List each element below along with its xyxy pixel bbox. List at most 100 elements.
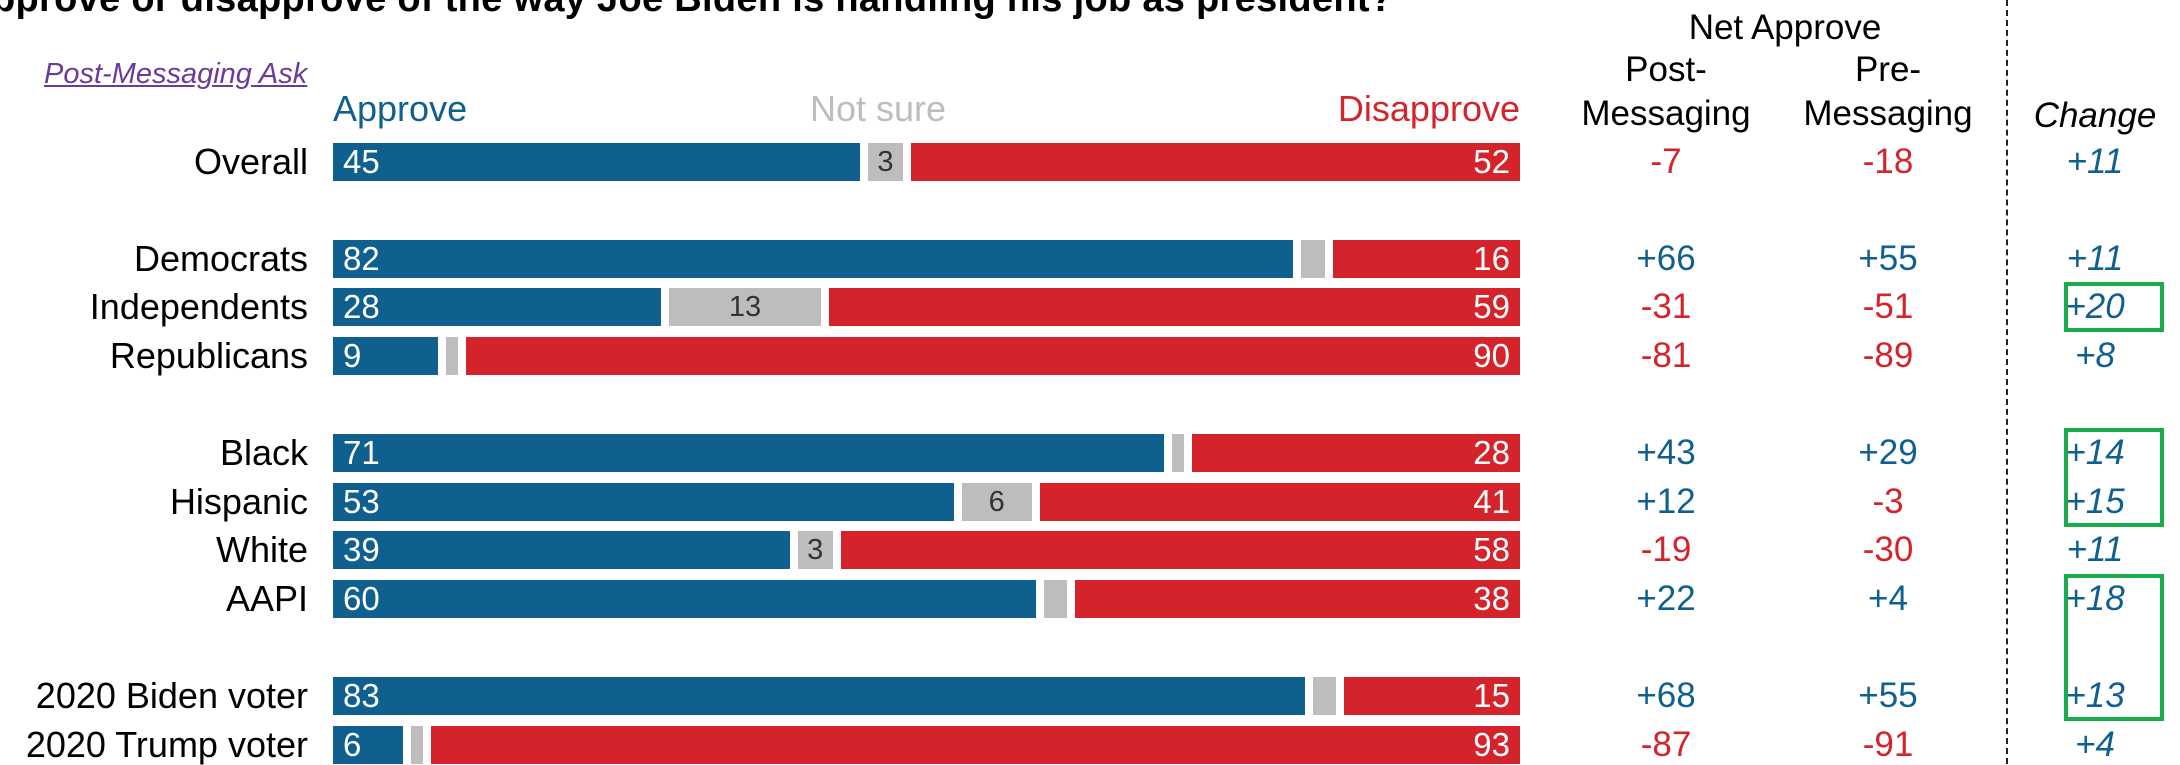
disapprove-value: 93 [1473,726,1510,763]
net-approve-post-value: -81 [1640,336,1692,375]
disapprove-value: 28 [1473,434,1510,471]
net-approve-pre-value: -51 [1862,287,1914,326]
approve-value: 9 [343,337,362,374]
not-sure-value: 3 [877,146,894,178]
net-approve-pre-value: +29 [1858,433,1918,472]
header-post-messaging: Post- Messaging [1556,48,1776,136]
approve-bar [333,580,1036,618]
not-sure-bar [1172,434,1185,472]
change-value: +11 [2066,530,2124,569]
category-label: Democrats [133,238,308,279]
net-approve-post-value: -87 [1640,725,1692,764]
net-approve-pre-value: +55 [1858,676,1918,715]
not-sure-bar [961,483,1032,521]
change-value: +15 [2065,482,2125,521]
net-approve-post-value: +66 [1636,239,1696,278]
approve-bar [333,143,860,181]
change-value: +11 [2066,239,2124,278]
header-pre-line2: Messaging [1803,94,1973,133]
disapprove-value: 59 [1473,288,1510,325]
category-label: White [215,529,308,570]
category-label: Overall [193,141,308,182]
approve-value: 28 [343,288,380,325]
header-post-line2: Messaging [1581,94,1751,133]
category-label: 2020 Biden voter [35,675,308,716]
net-approve-post-value: -19 [1640,530,1692,569]
approve-bar [333,434,1165,472]
approve-value: 45 [343,143,380,180]
question-title: pprove or disapprove of the way Joe Bide… [0,0,1393,21]
disapprove-value: 90 [1473,337,1510,374]
net-approve-pre-value: -3 [1872,482,1904,521]
disapprove-bar [466,337,1520,375]
net-approve-pre-value: -18 [1862,142,1914,181]
net-approve-pre-value: -91 [1862,725,1914,764]
not-sure-bar [411,726,423,764]
change-column-divider [2006,0,2008,764]
disapprove-bar [1332,240,1520,278]
disapprove-value: 16 [1473,240,1510,277]
disapprove-bar [1192,434,1520,472]
header-change: Change [2033,96,2157,135]
legend-disapprove: Disapprove [1337,88,1520,129]
approve-bar [333,337,439,375]
approve-bar [333,531,790,569]
approve-value: 60 [343,580,380,617]
legend-approve: Approve [333,88,468,129]
approve-bar [333,288,661,326]
net-approve-post-value: +22 [1636,579,1696,618]
not-sure-value: 13 [728,291,762,323]
change-value: +14 [2065,433,2125,472]
header-pre-line1: Pre- [1854,50,1922,89]
header-pre-messaging: Pre- Messaging [1778,48,1998,136]
net-approve-pre-value: -30 [1862,530,1914,569]
category-label: AAPI [225,578,308,619]
change-highlight-box [2064,574,2164,721]
not-sure-value: 6 [988,486,1005,518]
net-approve-post-value: +68 [1636,676,1696,715]
disapprove-bar [1039,483,1520,521]
disapprove-value: 38 [1473,580,1510,617]
change-value: +4 [2075,725,2115,764]
category-label: 2020 Trump voter [25,724,308,765]
net-approve-pre-value: +4 [1868,579,1908,618]
approve-bar [333,726,404,764]
disapprove-bar [1075,580,1520,618]
net-approve-post-value: +43 [1636,433,1696,472]
disapprove-bar [1344,677,1520,715]
category-label: Republicans [109,335,308,376]
approve-bar [333,483,954,521]
change-value: +11 [2066,142,2124,181]
approve-value: 53 [343,483,380,520]
net-approve-pre-value: -89 [1862,336,1914,375]
disapprove-bar [430,726,1520,764]
not-sure-bar [797,531,833,569]
category-label: Black [219,432,308,473]
category-label: Hispanic [169,481,308,522]
change-value: +20 [2065,287,2125,326]
disapprove-bar [911,143,1520,181]
net-approve-post-value: -7 [1650,142,1682,181]
disapprove-value: 15 [1473,677,1510,714]
legend-not-sure: Not sure [810,88,947,129]
not-sure-bar [1301,240,1325,278]
approve-value: 6 [343,726,362,763]
approve-value: 71 [343,434,380,471]
post-messaging-ask-link[interactable]: Post-Messaging Ask [44,58,308,90]
change-highlight-box [2064,282,2164,332]
not-sure-bar [1043,580,1067,618]
approve-value: 82 [343,240,380,277]
net-approve-pre-value: +55 [1858,239,1918,278]
not-sure-bar [1312,677,1337,715]
not-sure-value: 3 [807,534,824,566]
approve-bar [333,677,1305,715]
change-value: +18 [2065,579,2125,618]
header-net-approve: Net Approve [1688,8,1882,47]
not-sure-bar [668,288,822,326]
disapprove-bar [840,531,1520,569]
change-value: +8 [2075,336,2115,375]
net-approve-post-value: +12 [1636,482,1696,521]
approve-value: 83 [343,677,380,714]
change-highlight-box [2064,428,2164,527]
disapprove-bar [829,288,1520,326]
